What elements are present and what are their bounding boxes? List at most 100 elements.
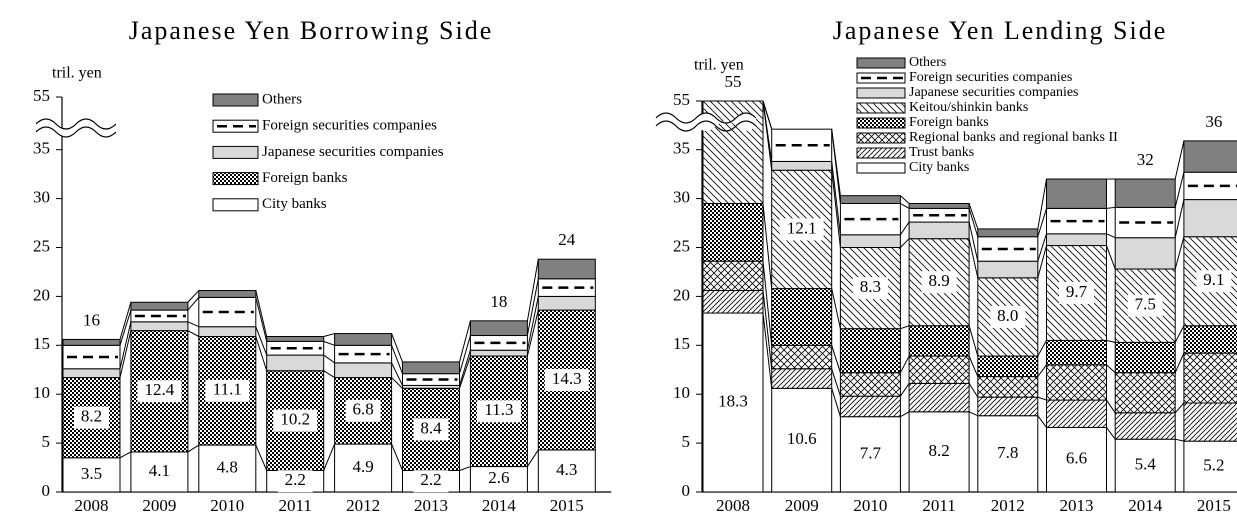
bar-segment — [537, 449, 596, 493]
legend-swatch — [856, 132, 906, 144]
value-label-bg — [1196, 455, 1232, 478]
legend-label: Foreign securities companies — [262, 118, 437, 134]
value-label-bg — [413, 470, 449, 493]
connector — [1106, 399, 1116, 414]
labels-left: Japanese Yen Borrowing Side tril. yen 0 5 10… — [33, 16, 589, 515]
value-label-bg — [1127, 294, 1163, 317]
connector — [899, 383, 910, 397]
bar-segment — [266, 354, 325, 372]
value-label-bg — [544, 369, 589, 392]
connector — [1037, 364, 1047, 377]
value-label: 9.7 — [1066, 282, 1088, 301]
value-label-bg — [137, 380, 182, 403]
bar-segment — [839, 195, 901, 204]
connector — [187, 330, 200, 337]
connector — [968, 221, 979, 262]
connector — [459, 350, 471, 386]
value-label-bg — [990, 442, 1026, 465]
value-label-bg — [1196, 270, 1232, 293]
connector — [526, 278, 539, 336]
value-label-bg — [345, 399, 381, 422]
x-tick-label: 2013 — [414, 496, 448, 515]
value-label: 11.3 — [484, 400, 513, 419]
bar-segment — [977, 355, 1039, 378]
legend-swatch — [856, 147, 906, 159]
connector — [900, 203, 910, 209]
connector — [526, 296, 539, 351]
legend-label: Keitou/shinkin banks — [909, 100, 1028, 115]
connector — [526, 449, 539, 467]
y-tick-label: 30 — [33, 188, 50, 207]
connector — [1106, 233, 1116, 239]
connector — [1106, 339, 1116, 343]
value-label-bg — [74, 463, 109, 486]
connector — [1175, 438, 1185, 442]
value-label: 2.2 — [285, 470, 306, 489]
value-label-bg — [921, 271, 957, 294]
total-label: 36 — [1205, 112, 1222, 131]
bar-segment — [702, 260, 764, 292]
bar-segment — [839, 416, 901, 493]
connector — [187, 321, 200, 328]
y-tick-label: 15 — [673, 334, 690, 353]
legend-swatch — [212, 198, 259, 212]
connector — [391, 333, 403, 363]
legend-swatch — [856, 87, 906, 99]
value-label: 9.1 — [1203, 270, 1224, 289]
value-label-bg — [852, 277, 888, 300]
y-tick-label: 35 — [673, 139, 690, 158]
value-label-bg — [277, 470, 313, 493]
total-label: 24 — [558, 230, 576, 249]
connector — [968, 355, 979, 377]
connector — [762, 290, 773, 369]
bar-segment — [908, 202, 970, 209]
connector — [831, 170, 841, 248]
connector — [1037, 245, 1047, 278]
bar-segment — [839, 328, 901, 374]
legend-swatch — [212, 145, 259, 159]
y-tick-label: 20 — [673, 285, 690, 304]
value-label: 4.8 — [217, 457, 238, 476]
x-tick-label: 2015 — [550, 496, 584, 515]
x-tick-label: 2008 — [716, 496, 750, 515]
connector — [187, 297, 200, 311]
value-label: 8.4 — [420, 418, 442, 437]
connector — [391, 443, 403, 471]
connector — [1037, 233, 1047, 262]
connector — [255, 444, 268, 471]
connector — [831, 129, 841, 196]
y-tick-label: 5 — [42, 432, 51, 451]
value-label: 4.9 — [352, 457, 373, 476]
value-label: 8.2 — [928, 441, 949, 460]
value-label-bg — [990, 305, 1026, 328]
value-label: 3.5 — [81, 464, 102, 483]
value-label: 14.3 — [552, 369, 582, 388]
legend-label: City banks — [262, 196, 327, 212]
connector — [831, 368, 841, 397]
value-label-bg — [413, 418, 449, 441]
legend-label: Others — [262, 91, 302, 107]
value-label: 8.0 — [997, 306, 1018, 325]
value-label-bg — [205, 379, 250, 402]
value-label: 6.8 — [352, 400, 373, 419]
connector — [255, 326, 268, 356]
bar-segment — [537, 295, 596, 311]
bar-segment — [1046, 399, 1107, 428]
value-label: 7.5 — [1135, 295, 1156, 314]
connector — [762, 100, 773, 162]
value-label: 2.6 — [488, 468, 509, 487]
y-tick-label: 15 — [33, 334, 50, 353]
bar-segment — [839, 372, 901, 397]
bar-segment — [334, 333, 393, 346]
bar-segment — [702, 290, 764, 314]
value-label-bg — [549, 459, 585, 482]
connector — [391, 345, 403, 374]
y-tick-label: 30 — [673, 188, 690, 207]
bar-segment — [1114, 341, 1176, 374]
y-tick-label: 0 — [682, 481, 691, 500]
value-label: 8.2 — [81, 407, 102, 426]
connector — [1037, 415, 1047, 428]
bar-segment — [908, 355, 970, 384]
connector — [187, 290, 200, 303]
value-label: 7.8 — [997, 443, 1018, 462]
